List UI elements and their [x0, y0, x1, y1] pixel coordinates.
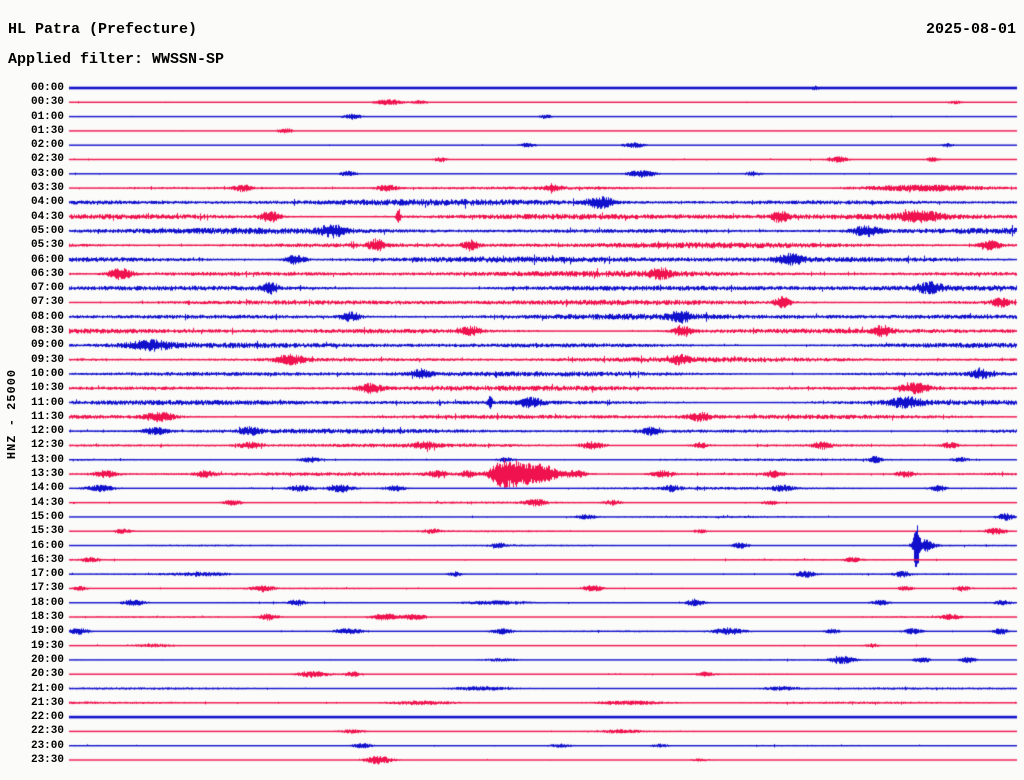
time-label: 10:00	[30, 367, 64, 380]
time-label: 05:00	[30, 224, 64, 237]
time-label: 09:00	[30, 339, 64, 352]
time-label: 14:00	[30, 482, 64, 495]
time-label: 08:30	[30, 325, 64, 338]
time-label: 20:00	[30, 653, 64, 666]
time-label: 04:30	[30, 210, 64, 223]
time-label: 06:00	[30, 253, 64, 266]
time-label: 20:30	[30, 668, 64, 681]
time-label: 02:30	[30, 153, 64, 166]
time-label: 12:30	[30, 439, 64, 452]
time-label: 06:30	[30, 267, 64, 280]
time-label: 13:00	[30, 453, 64, 466]
time-label: 13:30	[30, 468, 64, 481]
time-label: 23:00	[30, 739, 64, 752]
time-label: 21:30	[30, 696, 64, 709]
time-label: 23:30	[30, 754, 64, 766]
time-label: 14:30	[30, 496, 64, 509]
time-label: 22:00	[30, 711, 64, 724]
station-title: HL Patra (Prefecture)	[8, 21, 198, 38]
applied-filter-label: Applied filter: WWSSN-SP	[8, 51, 225, 68]
time-label: 11:30	[30, 410, 64, 423]
time-label: 16:00	[30, 539, 64, 552]
time-label: 17:30	[30, 582, 64, 595]
time-label: 22:30	[30, 725, 64, 738]
time-label: 12:00	[30, 425, 64, 438]
time-label: 03:00	[30, 167, 64, 180]
time-label: 00:30	[30, 96, 64, 109]
time-label: 04:00	[30, 196, 64, 209]
time-label: 15:30	[30, 525, 64, 538]
time-label: 02:00	[30, 139, 64, 152]
time-label: 07:00	[30, 282, 64, 295]
time-label: 10:30	[30, 382, 64, 395]
time-label: 15:00	[30, 510, 64, 523]
time-label: 00:00	[30, 82, 64, 94]
time-label: 11:00	[30, 396, 64, 409]
time-label: 19:30	[30, 639, 64, 652]
time-label: 18:00	[30, 596, 64, 609]
time-label: 21:00	[30, 682, 64, 695]
time-label: 17:00	[30, 568, 64, 581]
time-label: 08:00	[30, 310, 64, 323]
time-label: 03:30	[30, 182, 64, 195]
time-label: 18:30	[30, 611, 64, 624]
time-label: 01:00	[30, 110, 64, 123]
date-label: 2025-08-01	[925, 21, 1016, 38]
time-label: 16:30	[30, 553, 64, 566]
time-label: 05:30	[30, 239, 64, 252]
time-label: 01:30	[30, 124, 64, 137]
time-label: 09:30	[30, 353, 64, 366]
time-label: 07:30	[30, 296, 64, 309]
time-label: 19:00	[30, 625, 64, 638]
